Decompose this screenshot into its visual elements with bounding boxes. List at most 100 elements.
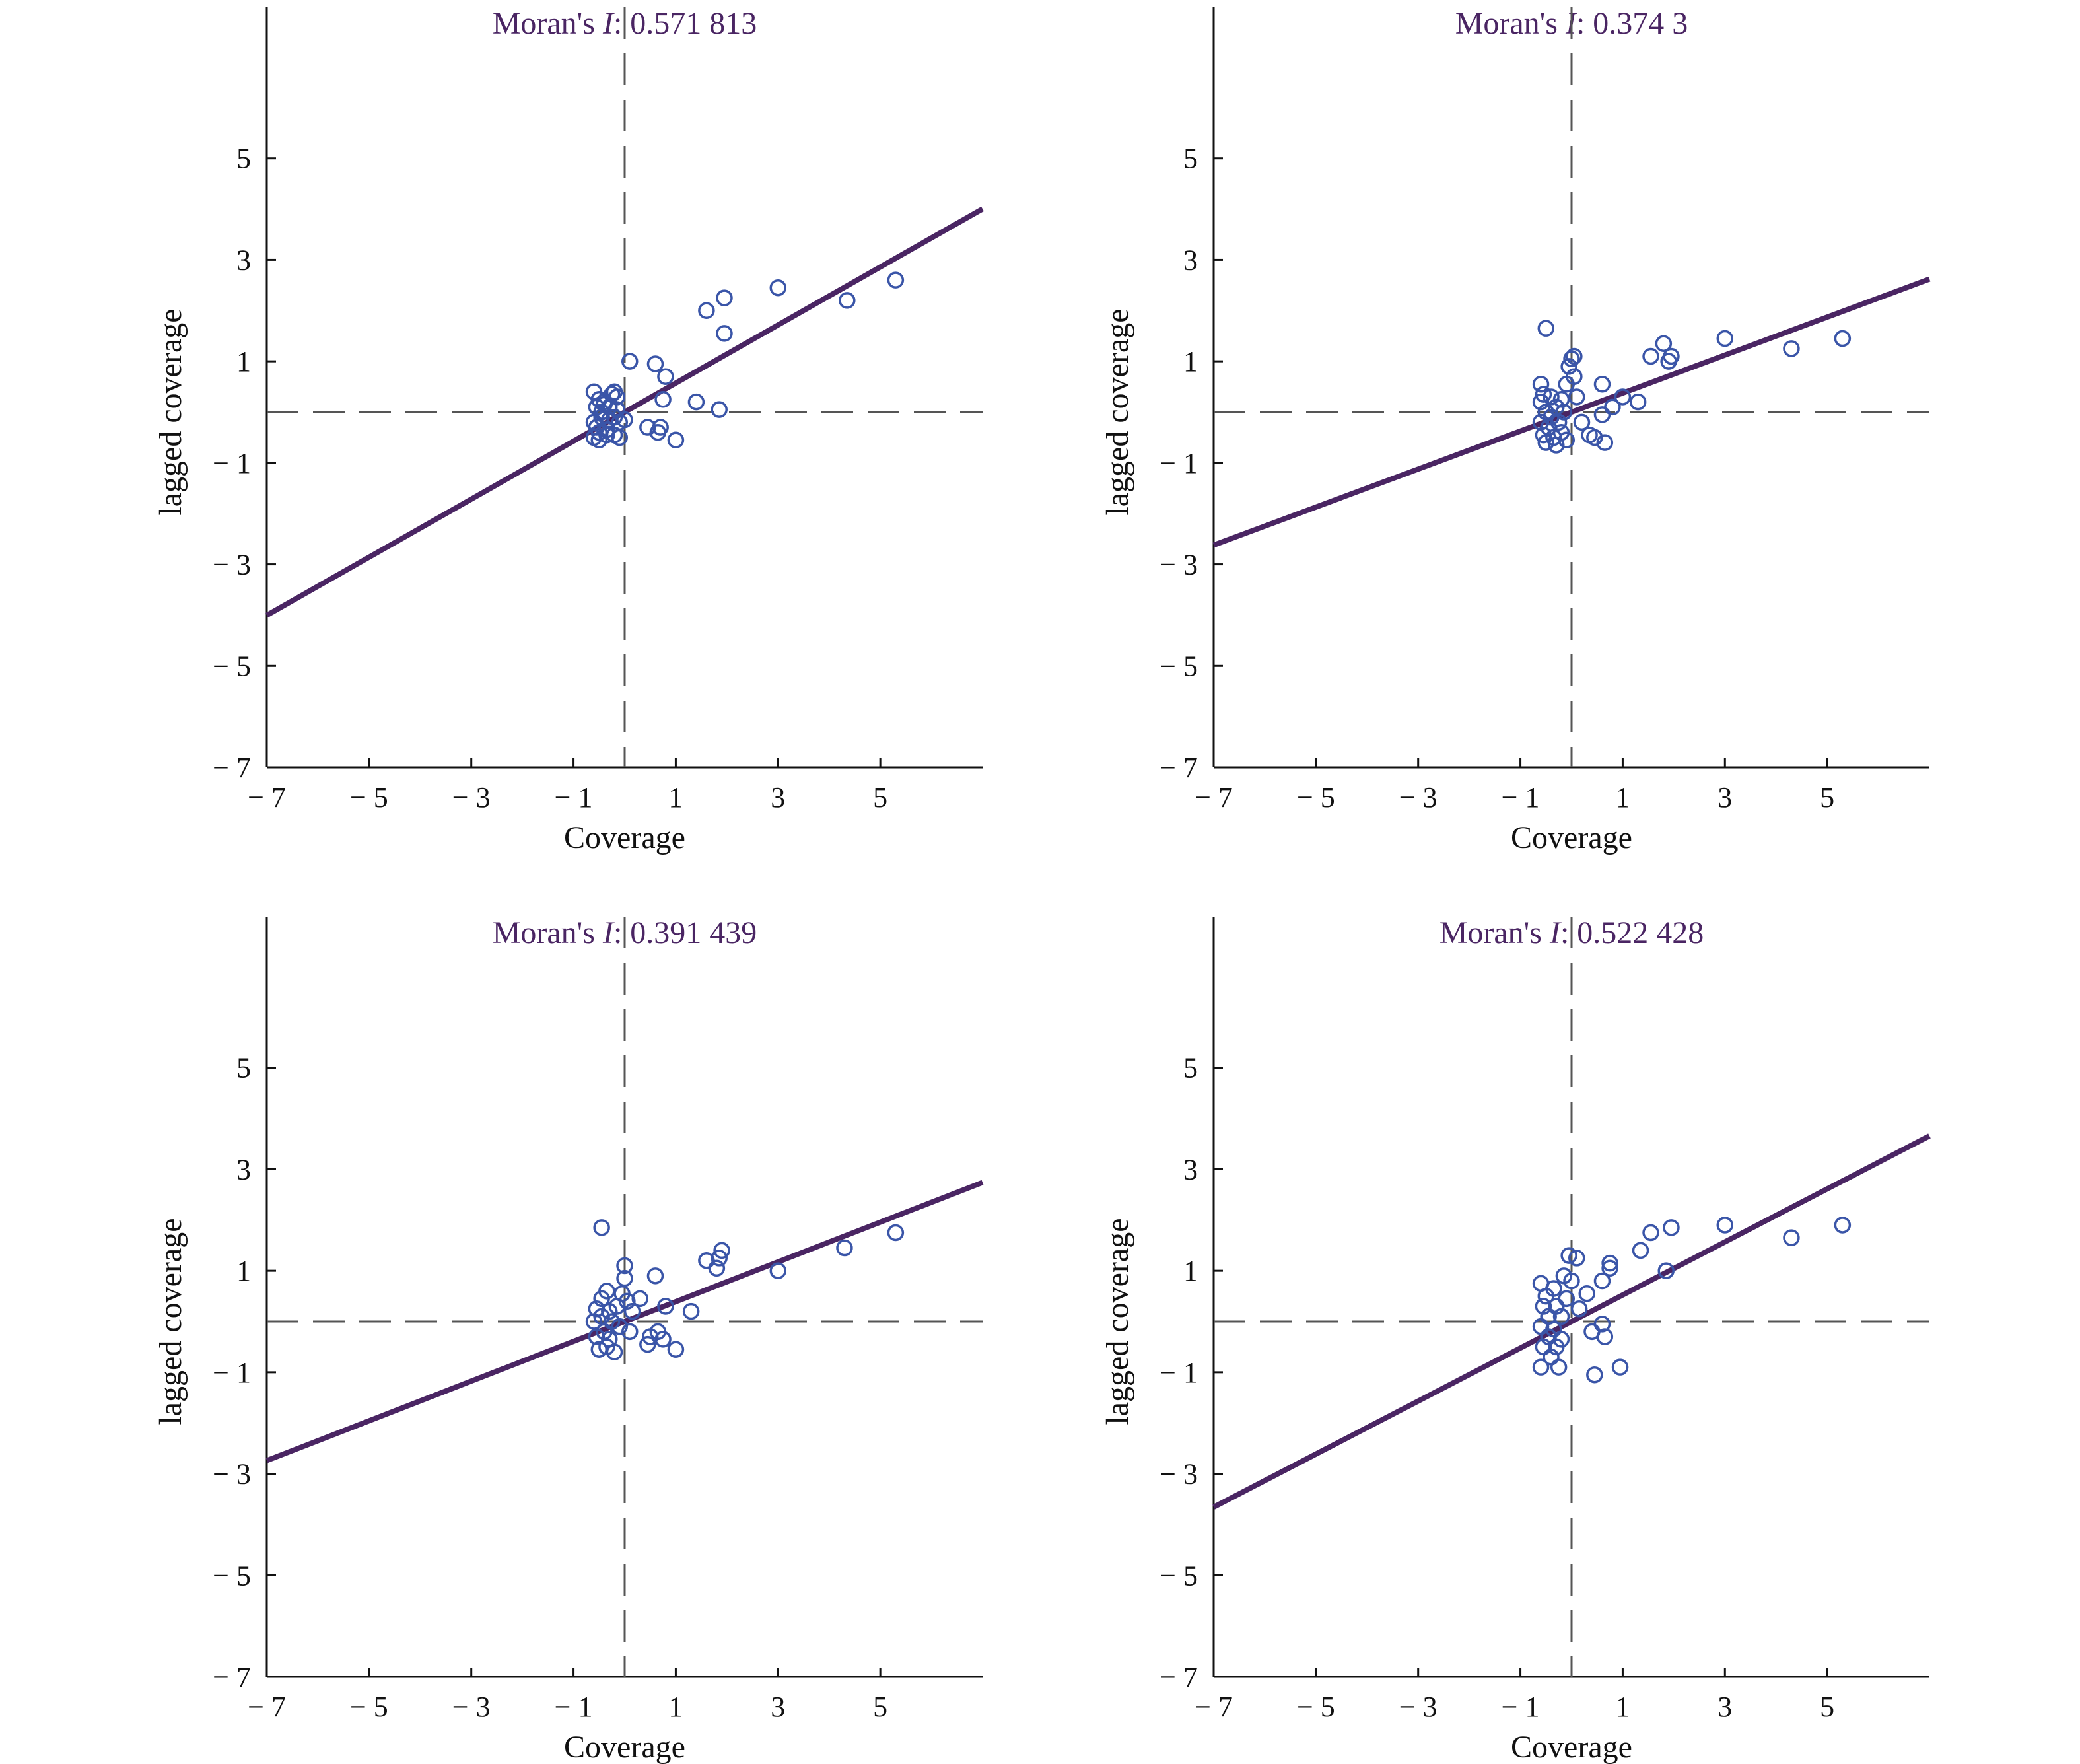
data-point <box>1783 340 1800 357</box>
data-point <box>1552 1331 1570 1348</box>
data-point <box>1601 1259 1618 1277</box>
chart-panel-3: Moran's I: 0.391 439 − 7 − 5 − 3 − 1 1 3 5 − 7 − … <box>153 915 984 1764</box>
y-tick-label: 3 <box>236 244 251 276</box>
title-prefix: Moran's <box>493 915 603 950</box>
title-italic: I <box>602 6 615 41</box>
x-tick-label: 5 <box>873 1691 887 1723</box>
x-tick-label: − 3 <box>452 781 491 814</box>
data-point <box>716 289 733 306</box>
y-axis-label: lagged coverage <box>153 308 188 515</box>
chart-title: Moran's I: 0.374 3 <box>1455 6 1688 41</box>
data-point <box>646 355 664 372</box>
data-point <box>1586 429 1603 446</box>
y-axis-label: lagged coverage <box>1100 1218 1135 1425</box>
data-point <box>1566 347 1583 365</box>
y-tick-label: − 7 <box>1160 1661 1198 1693</box>
y-tick-label: 1 <box>1183 345 1198 378</box>
x-tick-label: − 1 <box>1502 781 1540 814</box>
y-tick-label: − 1 <box>213 447 251 479</box>
title-prefix: Moran's <box>1439 915 1550 950</box>
data-point <box>1642 347 1659 365</box>
chart-panel-2: Moran's I: 0.374 3 − 7 − 5 − 3 − 1 1 3 5 − 7 − 5 −… <box>1100 6 1931 855</box>
data-point <box>596 396 613 413</box>
x-tick-label: 3 <box>1717 1691 1732 1723</box>
regression-line <box>1212 1133 1931 1510</box>
data-point <box>887 271 905 289</box>
data-point <box>1550 413 1568 431</box>
data-point <box>698 302 715 320</box>
data-point <box>1570 1300 1588 1318</box>
x-tick-label: − 5 <box>1297 781 1335 814</box>
y-tick-label: 5 <box>236 143 251 175</box>
y-tick-label: − 3 <box>1160 1458 1198 1491</box>
data-point <box>716 325 733 342</box>
data-point <box>769 1262 787 1279</box>
data-point <box>1552 391 1570 408</box>
data-point <box>1535 1298 1552 1315</box>
x-tick-label: − 1 <box>1502 1691 1540 1723</box>
data-point <box>652 419 669 436</box>
title-value: : 0.522 428 <box>1560 915 1704 950</box>
y-tick-label: − 5 <box>213 1559 251 1592</box>
y-tick-label: − 7 <box>1160 752 1198 784</box>
data-point <box>682 1302 700 1320</box>
data-point <box>619 1292 636 1310</box>
data-point <box>1716 1217 1734 1234</box>
x-tick-label: − 3 <box>1399 781 1438 814</box>
data-point <box>1601 1254 1618 1272</box>
x-axis-label: Coverage <box>1511 820 1632 855</box>
x-tick-label: − 5 <box>350 781 388 814</box>
data-point <box>1593 406 1611 423</box>
data-point <box>1596 434 1614 451</box>
data-point <box>1535 386 1552 403</box>
data-point <box>1558 1290 1576 1308</box>
data-point <box>611 429 629 446</box>
data-point <box>657 1298 674 1315</box>
x-tick-label: − 5 <box>350 1691 388 1723</box>
chart-title: Moran's I: 0.522 428 <box>1439 915 1704 950</box>
y-tick-label: 3 <box>1183 1153 1198 1185</box>
y-tick-label: − 7 <box>213 1661 251 1693</box>
data-point <box>1586 1366 1603 1384</box>
data-point <box>646 1267 664 1285</box>
y-axis-label: lagged coverage <box>153 1218 188 1425</box>
data-point <box>654 1331 672 1348</box>
data-point <box>654 391 672 408</box>
y-tick-label: − 3 <box>213 1458 251 1491</box>
x-tick-label: − 1 <box>555 1691 593 1723</box>
chart-title: Moran's I: 0.391 439 <box>493 915 757 950</box>
y-tick-label: − 1 <box>1160 447 1198 479</box>
data-point <box>1611 1358 1629 1376</box>
x-axis-label: Coverage <box>564 820 685 855</box>
x-tick-label: − 7 <box>248 1691 286 1723</box>
y-tick-label: − 5 <box>1160 650 1198 682</box>
data-point <box>1834 1217 1852 1234</box>
data-point <box>1593 375 1611 393</box>
data-point <box>1834 330 1852 347</box>
x-tick-label: 3 <box>1717 781 1732 814</box>
data-point <box>1629 393 1647 411</box>
y-tick-label: − 5 <box>1160 1559 1198 1592</box>
data-point <box>836 1239 853 1257</box>
data-point <box>1532 393 1550 411</box>
data-point <box>1596 1328 1614 1345</box>
y-tick-label: 5 <box>236 1052 251 1084</box>
data-point <box>598 426 615 444</box>
x-tick-label: − 1 <box>555 781 593 814</box>
data-point <box>1532 375 1550 393</box>
y-tick-label: − 1 <box>213 1357 251 1389</box>
title-italic: I <box>1549 915 1562 950</box>
data-point <box>1537 320 1555 337</box>
x-tick-label: − 3 <box>452 1691 491 1723</box>
data-point <box>1604 398 1621 416</box>
data-point <box>769 279 787 297</box>
data-point <box>616 411 633 429</box>
data-point <box>687 393 705 411</box>
title-value: : 0.571 813 <box>613 6 757 41</box>
data-point <box>1545 1280 1562 1297</box>
y-tick-label: − 1 <box>1160 1357 1198 1389</box>
data-point <box>1657 1262 1675 1279</box>
data-point <box>1563 350 1580 368</box>
x-tick-label: 1 <box>1615 781 1630 814</box>
